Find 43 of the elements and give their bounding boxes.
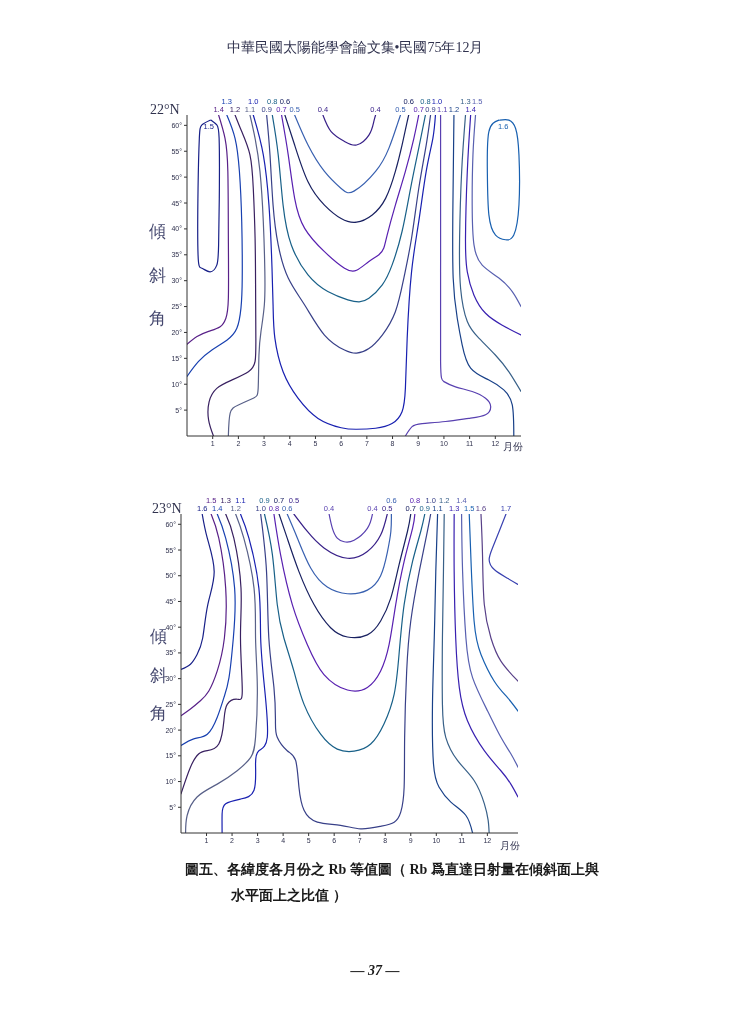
line-series	[181, 514, 236, 747]
line-series	[404, 115, 492, 436]
text: — 37 —	[349, 962, 401, 980]
line-series	[458, 115, 521, 393]
line-series	[486, 119, 521, 241]
line-series	[488, 514, 518, 586]
line-series	[286, 514, 392, 595]
line-series	[441, 514, 490, 833]
line-series	[452, 115, 515, 436]
line-series	[453, 514, 518, 798]
chart-title: 23°N	[152, 501, 182, 516]
line-series	[460, 514, 518, 768]
text: 圖五、各緯度各月份之 Rb 等值圖（ Rb 爲直達日射量在傾斜面上與水平面上之比值 ）	[185, 861, 600, 905]
line-series	[197, 119, 221, 273]
line-series	[328, 514, 374, 543]
line-series	[181, 514, 227, 717]
line-series	[185, 514, 258, 833]
line-series	[252, 115, 437, 430]
line-series	[468, 514, 518, 712]
line-series	[480, 514, 518, 682]
line-series	[293, 514, 388, 559]
line-series	[273, 514, 416, 692]
line-series	[322, 115, 377, 146]
line-series	[280, 115, 420, 272]
line-series	[187, 115, 230, 345]
y-axis-title: 傾斜角	[148, 210, 167, 339]
text: 中華民國太陽能學會論文集•民國75年12月	[225, 39, 485, 57]
line-series	[471, 115, 521, 308]
line-series	[263, 514, 426, 753]
line-series	[181, 514, 215, 670]
line-series	[284, 115, 410, 223]
x-axis-title: 月份	[500, 840, 520, 851]
line-series	[227, 115, 266, 436]
chart-title: 22°N	[150, 102, 180, 117]
line-series	[266, 115, 432, 354]
line-series	[271, 115, 427, 303]
x-axis-title: 月份	[503, 441, 523, 452]
line-series	[260, 514, 432, 830]
line-series	[464, 115, 521, 336]
line-series	[187, 115, 243, 378]
line-series	[278, 514, 412, 639]
line-series	[221, 514, 269, 833]
line-series	[431, 514, 474, 833]
